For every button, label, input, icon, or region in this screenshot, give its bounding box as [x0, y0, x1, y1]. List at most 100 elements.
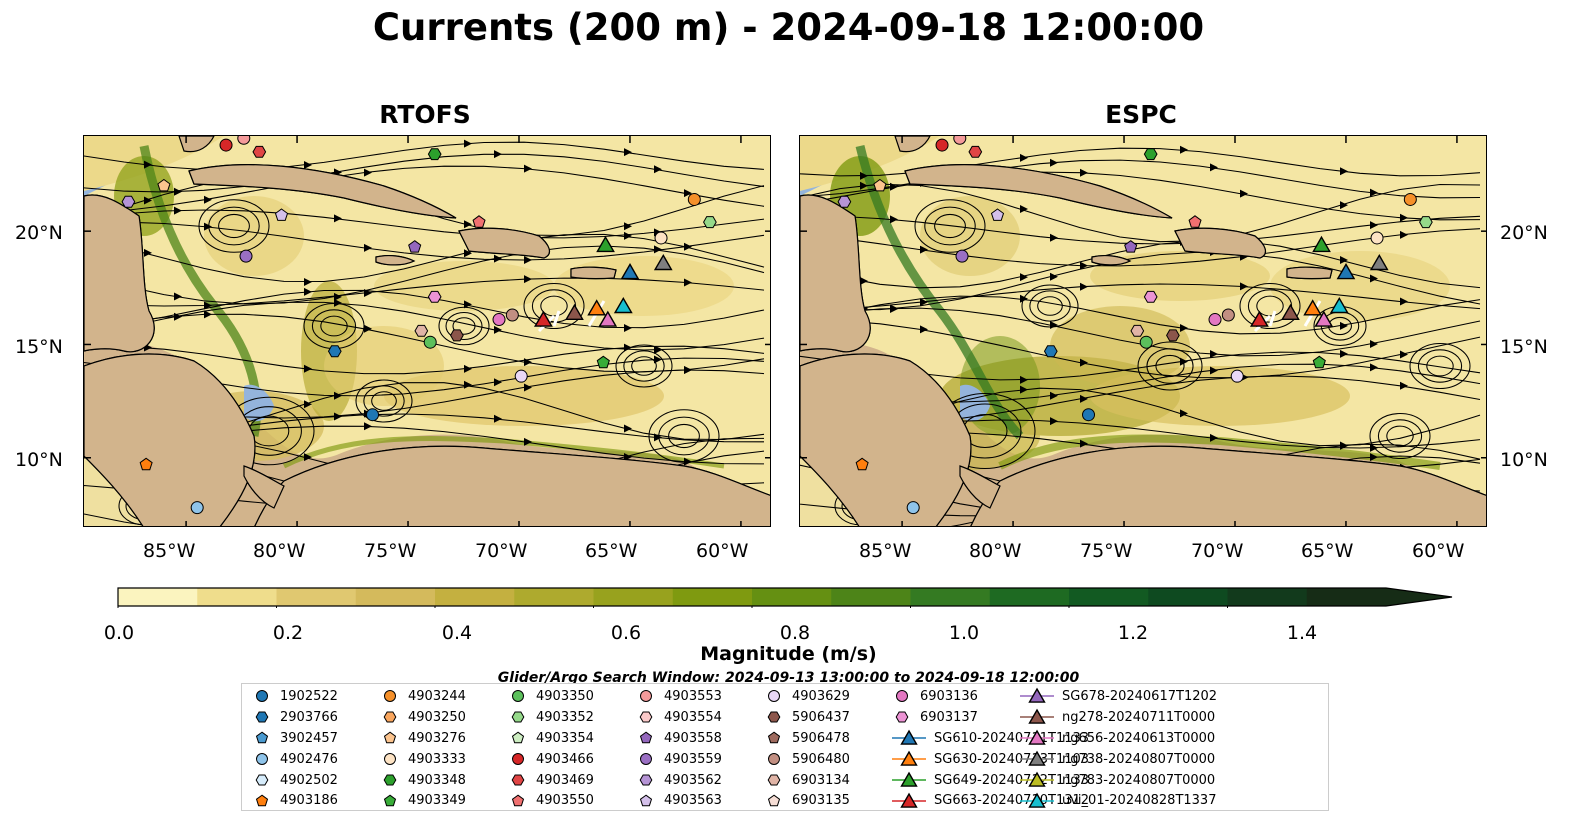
- eddy-streamline: [914, 199, 986, 253]
- legend-column: 1902522 2903766 3902457 4902476 4902502 49031…: [252, 686, 338, 811]
- land-overlay-panama-isthmus: [243, 465, 285, 509]
- streamline-arrow: [364, 243, 372, 252]
- magnitude-patch: [324, 326, 444, 406]
- lon-label-espc-60w: 60°W: [1412, 540, 1465, 562]
- streamline-arrow: [1370, 274, 1378, 283]
- streamline-arrow: [494, 414, 502, 423]
- legend-marker-pentagon-icon: [255, 794, 269, 807]
- legend-marker-shape: [900, 750, 918, 766]
- streamline-arrow: [464, 249, 472, 258]
- legend-marker-shape: [767, 794, 781, 807]
- map-marker-4903244: [1403, 192, 1417, 206]
- legend-item: 4903550: [508, 790, 594, 811]
- legend-item: 2903766: [252, 707, 338, 728]
- streamline-arrow: [174, 206, 182, 215]
- map-panel-espc[interactable]: [799, 135, 1487, 527]
- lon-label-rtofs-85w: 85°W: [143, 540, 196, 562]
- map-marker-4903350: [423, 335, 437, 349]
- streamline-arrow: [684, 242, 692, 251]
- land-overlay-hispaniola: [458, 227, 551, 259]
- streamline-arrow: [1080, 168, 1088, 177]
- map-marker-SG630-20240713T1103: [1303, 299, 1323, 316]
- map-marker-4903466: [219, 138, 233, 152]
- streamline-arrow: [1370, 188, 1378, 197]
- legend-marker-pentagon-icon: [639, 794, 653, 807]
- map-marker-4903333: [1370, 231, 1384, 245]
- flow-streamline: [800, 239, 1481, 289]
- streamline-arrow: [494, 378, 502, 387]
- legend-marker-hexagon-icon: [767, 711, 781, 723]
- legend-marker-shape: [512, 753, 524, 766]
- legend-label: 6903134: [792, 772, 850, 788]
- legend-label: 4903244: [408, 688, 466, 704]
- streamline-arrow: [624, 222, 632, 231]
- legend-label: SG663-20240710T1312: [934, 793, 1090, 809]
- legend: 1902522 2903766 3902457 4902476 4902502 49031…: [241, 683, 1329, 811]
- map-marker-4903466: [935, 138, 949, 152]
- colorbar-segment: [910, 588, 991, 606]
- streamline-arrow: [920, 245, 928, 254]
- eddy-streamline: [1021, 284, 1079, 328]
- streamline-arrow: [334, 298, 342, 307]
- map-marker-6903136: [492, 313, 506, 327]
- flow-streamline: [800, 283, 1481, 312]
- lat-label-15n-right: 15°N: [1500, 336, 1548, 358]
- legend-marker-triangle-icon: [1020, 750, 1054, 766]
- legend-marker-shape: [1028, 688, 1046, 704]
- legend-label: 1902522: [280, 688, 338, 704]
- colorbar-segment: [672, 588, 753, 606]
- streamline-arrow: [1020, 385, 1028, 394]
- map-marker-6903134: [1130, 324, 1145, 337]
- colorbar-extend-arrow: [1386, 588, 1452, 606]
- legend-item: 5906478: [764, 728, 850, 749]
- streamline-arrow: [1020, 153, 1028, 162]
- map-marker-uvi_01-20240828T1337: [1329, 297, 1349, 314]
- map-marker-4903333: [654, 231, 668, 245]
- legend-item: 4903352: [508, 707, 594, 728]
- colorbar: [117, 587, 1453, 608]
- legend-label: 4903554: [664, 709, 722, 725]
- map-marker-4903244: [687, 192, 701, 206]
- legend-marker-hexagon-icon: [511, 711, 525, 723]
- legend-item: ng656-20240613T0000: [1020, 728, 1217, 749]
- legend-marker-shape: [896, 690, 908, 703]
- streamline-arrow: [1020, 204, 1028, 213]
- streamline-arrow: [464, 380, 472, 389]
- map-marker-4903563: [274, 208, 289, 221]
- map-marker-5906480: [1221, 308, 1235, 322]
- streamline-arrow: [304, 400, 312, 409]
- legend-column: 4903350 4903352 4903354 4903466 4903469 49035…: [508, 686, 594, 811]
- legend-marker-pentagon-icon: [767, 731, 781, 744]
- colorbar-tick-2: 0.4: [441, 622, 473, 644]
- streamline-arrow: [860, 276, 868, 285]
- legend-item: SG649-20240712T1133: [892, 770, 1089, 791]
- colorbar-segment: [276, 588, 357, 606]
- map-marker-4902476: [190, 501, 204, 515]
- map-marker-4903553: [237, 136, 251, 145]
- map-panel-rtofs[interactable]: [83, 135, 771, 527]
- map-marker-1902522: [1082, 408, 1096, 422]
- magnitude-patch: [1050, 306, 1190, 386]
- flow-streamline: [800, 295, 1481, 335]
- legend-marker-circle-icon: [640, 690, 652, 703]
- map-marker-2903766: [327, 345, 342, 358]
- magnitude-patch: [920, 196, 1020, 276]
- map-marker-ng738-20240807T0000: [1369, 254, 1389, 271]
- legend-marker-shape: [639, 711, 653, 723]
- flow-streamline: [84, 245, 765, 305]
- legend-column: 6903136 6903137 SG610-20240711T1133 SG630-2…: [892, 686, 1089, 811]
- streamline-arrow: [524, 164, 532, 173]
- map-marker-1902522: [366, 408, 380, 422]
- legend-column: 4903244 4903250 4903276 4903333 4903348 49033…: [380, 686, 466, 811]
- streamline-arrow: [1340, 321, 1348, 330]
- shelf-water-nicaragua: [244, 384, 274, 422]
- legend-marker-circle-icon: [896, 690, 908, 703]
- streamline-arrow: [144, 248, 152, 257]
- panel-title-rtofs: RTOFS: [379, 100, 471, 129]
- colorbar-segment: [1148, 588, 1228, 606]
- legend-item: 4903333: [380, 749, 466, 770]
- map-marker-SG630-20240713T1103: [587, 299, 607, 316]
- streamline-arrow: [494, 254, 502, 263]
- streamline-arrow: [624, 453, 632, 462]
- streamline-arrow: [1340, 167, 1348, 176]
